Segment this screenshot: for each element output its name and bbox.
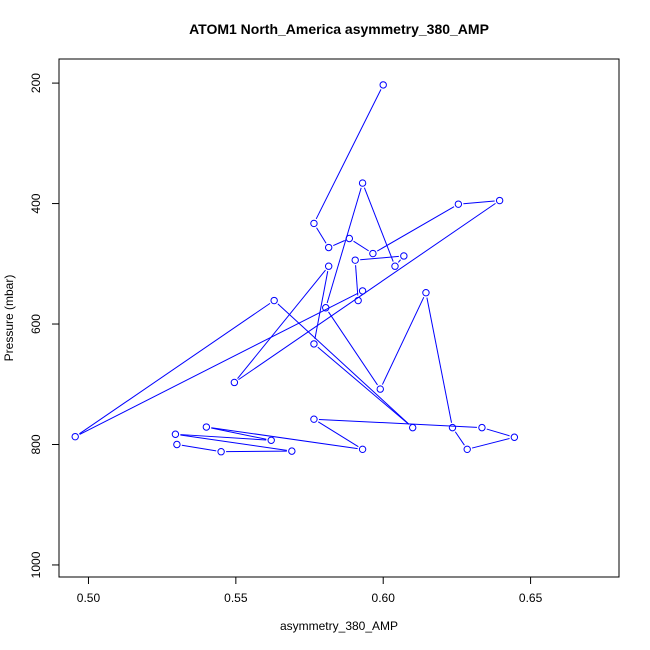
series-segment — [318, 418, 477, 428]
data-point — [270, 296, 278, 305]
series-segment — [426, 297, 452, 423]
data-point — [408, 423, 417, 432]
series-segment — [328, 311, 378, 386]
series-segment — [471, 438, 510, 449]
data-point — [351, 256, 359, 264]
series-segment — [315, 89, 382, 220]
series-segment — [454, 431, 465, 446]
series-segment — [463, 200, 495, 205]
series-segment — [314, 271, 329, 340]
data-point — [230, 378, 239, 387]
series-layer — [71, 81, 519, 456]
y-tick-label: 1000 — [29, 551, 43, 578]
series-segment — [363, 187, 394, 262]
x-tick-label: 0.60 — [372, 591, 396, 605]
x-axis: 0.50 0.55 0.60 0.65 — [77, 576, 543, 605]
series-segment — [238, 202, 496, 381]
series-segment — [181, 444, 217, 452]
data-point — [379, 81, 387, 89]
series-segment — [211, 427, 358, 450]
series-segment — [355, 265, 359, 296]
series-segment — [277, 303, 410, 425]
data-point — [358, 179, 367, 187]
data-point — [202, 423, 211, 431]
x-axis-label: asymmetry_380_AMP — [280, 619, 398, 633]
y-axis: 200 400 600 800 1000 — [29, 73, 60, 578]
series-segment — [376, 206, 455, 252]
chart-title: ATOM1 North_America asymmetry_380_AMP — [189, 21, 489, 37]
series-segment — [180, 434, 267, 441]
data-point — [358, 287, 367, 295]
y-tick-label: 600 — [29, 314, 43, 334]
data-point — [310, 415, 318, 423]
data-point — [391, 262, 399, 270]
data-point — [310, 340, 318, 348]
y-axis-label: Pressure (mbar) — [2, 275, 16, 362]
data-point — [358, 445, 367, 454]
data-point — [400, 252, 408, 260]
series-segment — [397, 259, 401, 263]
series-segment — [79, 302, 271, 435]
series-segment — [381, 297, 425, 385]
x-tick-label: 0.55 — [224, 591, 248, 605]
data-point — [510, 433, 519, 441]
y-tick-label: 400 — [29, 193, 43, 213]
data-point — [345, 234, 354, 243]
x-tick-label: 0.65 — [519, 591, 543, 605]
data-point — [71, 432, 79, 441]
series-segment — [226, 450, 287, 453]
data-point — [369, 249, 377, 258]
data-point — [454, 200, 463, 208]
data-point — [478, 423, 486, 432]
data-point — [267, 436, 275, 444]
data-point — [324, 262, 333, 270]
data-point — [324, 243, 333, 252]
data-point — [171, 430, 180, 438]
data-point — [173, 440, 181, 449]
series-segment — [237, 269, 326, 379]
data-point — [288, 447, 296, 455]
data-point — [310, 219, 318, 228]
y-tick-label: 200 — [29, 73, 43, 93]
series-segment — [353, 240, 369, 252]
series-segment — [211, 427, 267, 440]
series-segment — [317, 346, 410, 425]
series-segment — [180, 434, 287, 451]
data-point — [354, 296, 362, 305]
x-tick-label: 0.50 — [77, 591, 101, 605]
series-segment — [326, 187, 362, 304]
data-point — [463, 445, 471, 454]
data-point — [376, 385, 384, 393]
series-segment — [486, 428, 510, 437]
y-tick-label: 800 — [29, 434, 43, 454]
data-point — [448, 423, 457, 432]
series-segment — [317, 421, 359, 448]
series-segment — [333, 240, 345, 246]
series-segment — [316, 227, 327, 244]
data-point — [322, 304, 330, 312]
data-point — [422, 289, 430, 297]
series-segment — [360, 255, 399, 261]
data-point — [217, 448, 225, 456]
series-segment — [79, 292, 359, 435]
data-point — [495, 196, 504, 205]
